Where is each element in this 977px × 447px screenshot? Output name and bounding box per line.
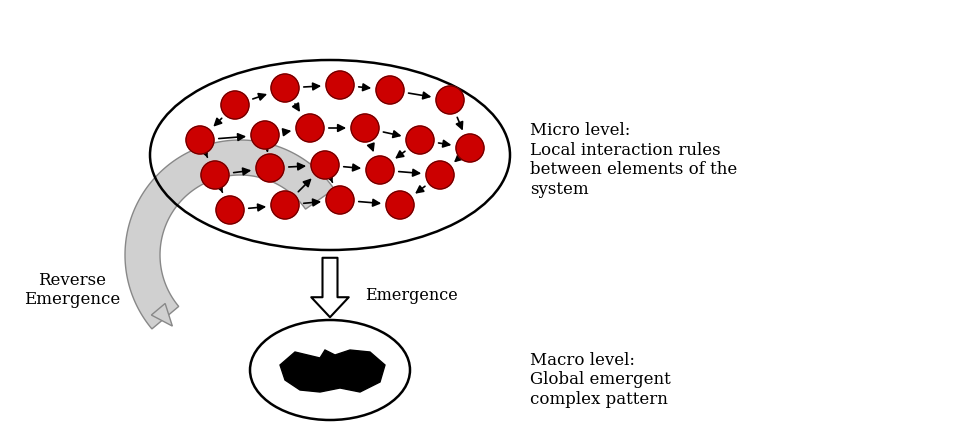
Circle shape bbox=[326, 186, 354, 214]
Circle shape bbox=[366, 156, 394, 184]
Polygon shape bbox=[280, 350, 385, 392]
Circle shape bbox=[386, 191, 414, 219]
Polygon shape bbox=[151, 304, 172, 326]
Circle shape bbox=[271, 74, 299, 102]
Circle shape bbox=[351, 114, 379, 142]
Circle shape bbox=[436, 86, 464, 114]
Circle shape bbox=[376, 76, 404, 104]
Text: Reverse
Emergence: Reverse Emergence bbox=[23, 272, 120, 308]
Circle shape bbox=[271, 191, 299, 219]
Circle shape bbox=[186, 126, 214, 154]
Circle shape bbox=[251, 121, 279, 149]
Circle shape bbox=[456, 134, 484, 162]
Circle shape bbox=[221, 91, 249, 119]
Circle shape bbox=[326, 71, 354, 99]
Circle shape bbox=[426, 161, 454, 189]
Circle shape bbox=[216, 196, 244, 224]
Polygon shape bbox=[125, 140, 334, 329]
Text: Micro level:
Local interaction rules
between elements of the
system: Micro level: Local interaction rules bet… bbox=[530, 122, 738, 198]
Text: Emergence: Emergence bbox=[365, 287, 458, 304]
Circle shape bbox=[256, 154, 284, 182]
Circle shape bbox=[406, 126, 434, 154]
Circle shape bbox=[201, 161, 229, 189]
Text: Macro level:
Global emergent
complex pattern: Macro level: Global emergent complex pat… bbox=[530, 352, 671, 408]
Circle shape bbox=[296, 114, 324, 142]
Circle shape bbox=[311, 151, 339, 179]
